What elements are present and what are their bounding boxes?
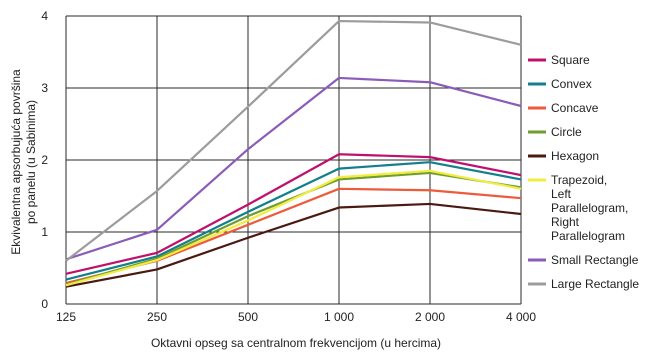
y-tick-label: 1 xyxy=(41,225,48,239)
series-lines xyxy=(65,19,522,288)
y-tick-label: 3 xyxy=(41,81,48,95)
series-line-large-rectangle xyxy=(65,19,522,262)
x-tick-label: 250 xyxy=(147,310,167,324)
y-tick-label: 4 xyxy=(41,9,48,23)
y-tick-labels: 0 1 2 3 4 xyxy=(41,9,48,311)
legend: Square Convex Concave Circle Hexagon Trapezoi… xyxy=(528,53,639,291)
x-tick-label: 125 xyxy=(56,310,76,324)
series-line-trapezoid xyxy=(65,169,522,287)
series-line-hexagon xyxy=(65,202,522,288)
x-axis-title: Oktavni opseg sa centralnom frekvencijom… xyxy=(151,336,441,350)
series-line-convex xyxy=(65,161,522,281)
x-tick-label: 500 xyxy=(238,310,258,324)
series-line-square xyxy=(65,153,522,275)
legend-label-square: Square xyxy=(551,53,590,67)
series-line-concave xyxy=(65,187,522,285)
legend-label-hexagon: Hexagon xyxy=(551,149,599,163)
legend-label-trapezoid: Trapezoid, Left Parallelogram, Right Paralle… xyxy=(551,173,628,243)
series-line-small-rectangle xyxy=(65,76,522,261)
x-tick-label: 4 000 xyxy=(506,310,536,324)
legend-label-small-rectangle: Small Rectangle xyxy=(551,253,639,267)
legend-label-convex: Convex xyxy=(551,77,592,91)
y-axis-title: Ekvivalentna apsorbujuća površinapo pane… xyxy=(9,69,38,255)
legend-label-concave: Concave xyxy=(551,101,599,115)
legend-label-circle: Circle xyxy=(551,125,582,139)
y-tick-label: 2 xyxy=(41,153,48,167)
legend-label-large-rectangle: Large Rectangle xyxy=(551,277,639,291)
grid-lines xyxy=(65,15,522,305)
x-tick-label: 1 000 xyxy=(324,310,354,324)
y-tick-label: 0 xyxy=(41,297,48,311)
x-tick-label: 2 000 xyxy=(415,310,445,324)
x-tick-labels: 125 250 500 1 000 2 000 4 000 xyxy=(56,310,536,324)
